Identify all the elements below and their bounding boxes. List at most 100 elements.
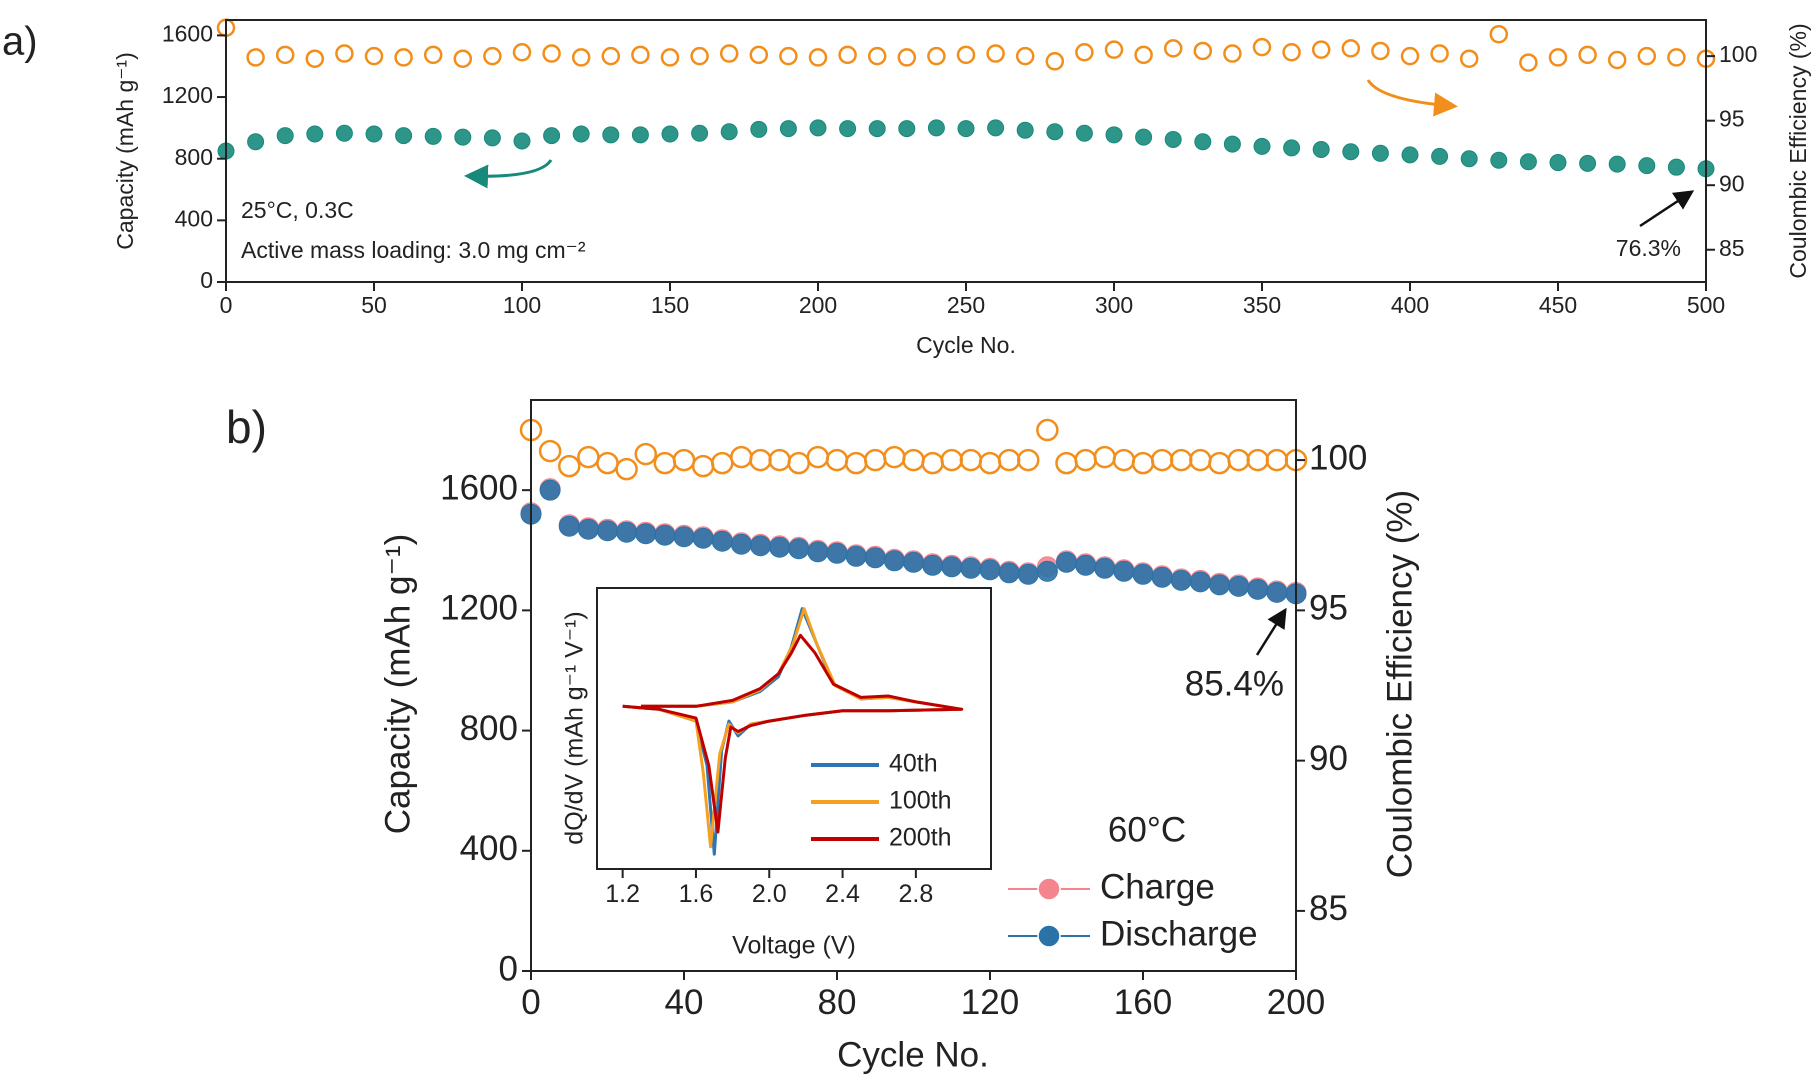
data-point [986, 44, 1005, 63]
data-point [1430, 44, 1449, 63]
data-point [1578, 45, 1597, 65]
data-point [1667, 48, 1686, 67]
data-point [602, 126, 620, 144]
data-point [809, 119, 827, 137]
data-point [868, 120, 886, 138]
x-tick-label: 450 [1539, 292, 1577, 318]
data-point [1105, 126, 1123, 144]
data-point [1036, 418, 1059, 442]
y2-tick-label: 85 [1719, 235, 1745, 261]
data-point [597, 520, 618, 542]
x-tick-label: 1.6 [679, 880, 714, 908]
data-point [1046, 123, 1064, 141]
data-point [335, 124, 353, 142]
data-point [558, 515, 580, 537]
arrows [464, 79, 1695, 656]
data-point [1075, 554, 1097, 576]
data-point [1036, 560, 1058, 582]
y-tick-label: 1600 [162, 20, 213, 46]
legend-label: 200th [889, 824, 952, 852]
annotation: 60°C [1108, 810, 1186, 849]
data-point [957, 120, 975, 138]
data-point [1164, 130, 1182, 148]
data-point [577, 518, 599, 540]
data-point [395, 127, 413, 145]
data-point [987, 119, 1005, 137]
data-point [883, 550, 905, 572]
data-point [1223, 135, 1241, 153]
x-tick-label: 1.2 [605, 880, 640, 908]
data-point [276, 127, 294, 145]
annotation: 76.3% [1616, 235, 1681, 261]
legend-label: 40th [889, 750, 938, 778]
y2-tick-label: 90 [1719, 170, 1745, 196]
x-tick-label: 400 [1391, 292, 1429, 318]
data-point [927, 46, 946, 66]
data-point [572, 125, 590, 143]
data-point [483, 46, 502, 66]
data-point [365, 125, 383, 143]
x-tick-label: 80 [818, 983, 857, 1022]
data-point [1489, 24, 1509, 44]
data-point [1431, 147, 1449, 165]
y-axis-label: dQ/dV (mAh g⁻¹ V⁻¹) [561, 611, 589, 844]
data-point [998, 562, 1020, 584]
data-point [394, 48, 413, 67]
data-point [306, 125, 324, 143]
panel-label: a) [2, 20, 38, 64]
data-point [941, 556, 963, 578]
x-axis-label: Cycle No. [837, 1035, 989, 1074]
x-tick-label: 0 [220, 292, 233, 318]
x-tick-label: 500 [1687, 292, 1725, 318]
data-point [927, 119, 945, 137]
series-group [622, 607, 964, 856]
data-point [631, 126, 649, 144]
data-point [1371, 144, 1389, 162]
plot-frame [530, 399, 1297, 972]
data-point [692, 527, 714, 549]
data-point [1135, 128, 1153, 146]
arrow [464, 159, 553, 189]
legend-label: 100th [889, 787, 952, 815]
data-point [897, 48, 917, 67]
data-point [779, 120, 797, 138]
arrow [1366, 79, 1458, 117]
data-point [1075, 43, 1094, 62]
legend-marker [1037, 877, 1061, 901]
data-point [1490, 151, 1508, 169]
data-point [960, 557, 982, 579]
data-point [538, 439, 562, 463]
data-point [1283, 139, 1301, 157]
data-point [1459, 49, 1479, 68]
data-point [750, 535, 771, 557]
y-tick-label: 800 [460, 709, 518, 748]
data-point [1193, 41, 1213, 61]
data-point [1113, 560, 1135, 582]
data-point [571, 48, 591, 67]
x-tick-label: 2.4 [825, 880, 860, 908]
data-point [1194, 133, 1212, 151]
data-point [1371, 41, 1390, 61]
data-point [1548, 48, 1568, 67]
x-tick-label: 250 [947, 292, 985, 318]
data-point [864, 547, 886, 569]
y-tick-label: 0 [200, 267, 213, 293]
data-point [1045, 52, 1065, 71]
data-point [1228, 575, 1250, 597]
data-point [1015, 46, 1035, 66]
data-point [1075, 124, 1093, 142]
x-tick-label: 350 [1243, 292, 1281, 318]
y-tick-label: 800 [175, 144, 213, 170]
data-point [246, 48, 265, 67]
y-tick-label: 400 [460, 829, 518, 868]
data-point [922, 554, 944, 576]
data-point [1094, 557, 1116, 579]
data-point [615, 457, 638, 481]
data-point [730, 533, 752, 555]
data-point [661, 125, 679, 143]
plot-frame [225, 19, 1707, 283]
data-point [1134, 45, 1153, 65]
data-point [979, 559, 1001, 581]
annotation: Active mass loading: 3.0 mg cm⁻² [241, 237, 586, 263]
